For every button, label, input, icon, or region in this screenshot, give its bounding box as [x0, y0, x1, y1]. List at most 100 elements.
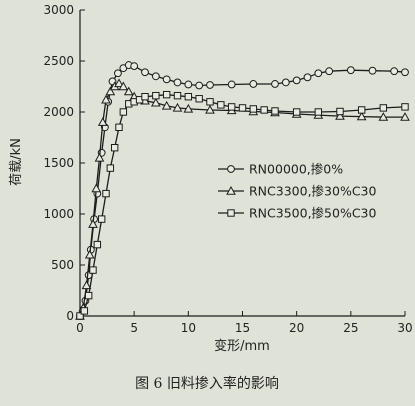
- data-point: [106, 164, 115, 172]
- data-point: [80, 307, 89, 315]
- data-point: [141, 93, 149, 101]
- data-point: [292, 108, 301, 116]
- data-point: [335, 111, 345, 120]
- data-point: [217, 101, 225, 109]
- plot-series: [75, 61, 410, 320]
- data-point: [81, 280, 92, 290]
- data-point: [401, 68, 409, 77]
- data-point: [378, 112, 389, 121]
- legend-item: RN00000,掺0%: [218, 162, 343, 177]
- data-point: [105, 86, 116, 96]
- y-tick-label: 2000: [43, 105, 74, 119]
- data-point: [94, 152, 105, 162]
- legend-label: RNC3300,掺30%C30: [249, 184, 377, 199]
- data-point: [260, 106, 268, 114]
- data-point: [390, 67, 399, 76]
- data-point: [84, 291, 93, 300]
- data-point: [314, 108, 323, 116]
- legend-item: RNC3300,掺30%C30: [218, 184, 377, 199]
- data-point: [97, 117, 108, 126]
- y-tick-label: 1500: [43, 156, 74, 170]
- data-point: [184, 93, 193, 101]
- data-point: [89, 266, 97, 274]
- data-point: [227, 103, 236, 111]
- data-point: [102, 189, 110, 198]
- x-tick-label: 15: [235, 321, 250, 335]
- y-tick-label: 500: [51, 258, 74, 272]
- data-point: [249, 80, 258, 88]
- data-point: [115, 123, 123, 131]
- data-point: [161, 100, 172, 110]
- data-point: [76, 312, 84, 320]
- data-point: [205, 104, 215, 114]
- data-point: [368, 66, 377, 75]
- data-point: [101, 94, 111, 104]
- data-point: [271, 80, 279, 88]
- data-point: [162, 90, 171, 99]
- data-point: [150, 97, 161, 107]
- data-point: [88, 219, 98, 228]
- x-tick-label: 0: [76, 321, 84, 335]
- data-point: [173, 91, 182, 100]
- data-point: [91, 183, 102, 193]
- data-point: [238, 104, 247, 112]
- data-point: [130, 62, 139, 70]
- data-point: [325, 67, 334, 76]
- data-point: [118, 81, 129, 91]
- legend: RN00000,掺0% RNC3300,掺30%C30 RNC3500,掺50%C3…: [218, 162, 377, 221]
- x-tick-label: 5: [130, 321, 138, 335]
- data-point: [271, 107, 279, 115]
- data-point: [249, 105, 258, 113]
- data-point: [206, 81, 214, 89]
- legend-label: RNC3500,掺50%C30: [249, 206, 377, 221]
- data-point: [195, 95, 203, 103]
- data-point: [183, 103, 194, 113]
- x-axis-label: 变形/mm: [214, 338, 270, 354]
- x-tick-label: 20: [289, 321, 304, 335]
- data-point: [141, 68, 149, 77]
- legend-item: RNC3500,掺50%C30: [218, 206, 377, 221]
- legend-marker: [227, 165, 235, 173]
- data-point: [114, 78, 124, 88]
- figure-caption: 图 6 旧料掺入率的影响: [135, 375, 279, 392]
- data-point: [93, 240, 102, 249]
- data-point: [401, 103, 409, 111]
- data-point: [357, 106, 366, 114]
- axes: 0 500 1000 1500 2000 2500 3000 0 5 10 15 20 25 30: [43, 3, 412, 335]
- legend-marker: [227, 209, 235, 217]
- data-point: [400, 112, 410, 121]
- data-point: [97, 215, 106, 223]
- data-point: [195, 81, 204, 90]
- y-tick-label: 3000: [43, 3, 74, 17]
- y-tick-label: 0: [66, 309, 74, 323]
- data-point: [314, 69, 323, 78]
- x-tick-label: 25: [343, 321, 358, 335]
- data-point: [84, 249, 95, 259]
- y-tick-label: 1000: [43, 207, 74, 221]
- x-tick-label: 30: [397, 321, 412, 335]
- data-point: [162, 75, 171, 84]
- series-line: [79, 82, 405, 317]
- series-3: [76, 90, 409, 320]
- data-point: [172, 102, 183, 112]
- data-point: [292, 76, 301, 85]
- data-point: [173, 78, 182, 87]
- data-point: [206, 98, 214, 106]
- data-point: [184, 80, 193, 89]
- legend-label: RN00000,掺0%: [249, 162, 343, 177]
- y-tick-label: 2500: [43, 54, 74, 68]
- data-point: [110, 144, 119, 152]
- x-tick-label: 10: [181, 321, 196, 335]
- data-point: [336, 107, 344, 116]
- data-point: [379, 104, 388, 112]
- data-point: [227, 80, 236, 89]
- series-line: [79, 64, 406, 317]
- data-point: [114, 69, 122, 78]
- data-point: [151, 72, 160, 81]
- data-point: [123, 86, 134, 96]
- y-axis-label: 荷载/kN: [9, 138, 24, 186]
- data-point: [356, 111, 367, 121]
- legend-marker: [226, 185, 236, 195]
- data-point: [346, 66, 355, 75]
